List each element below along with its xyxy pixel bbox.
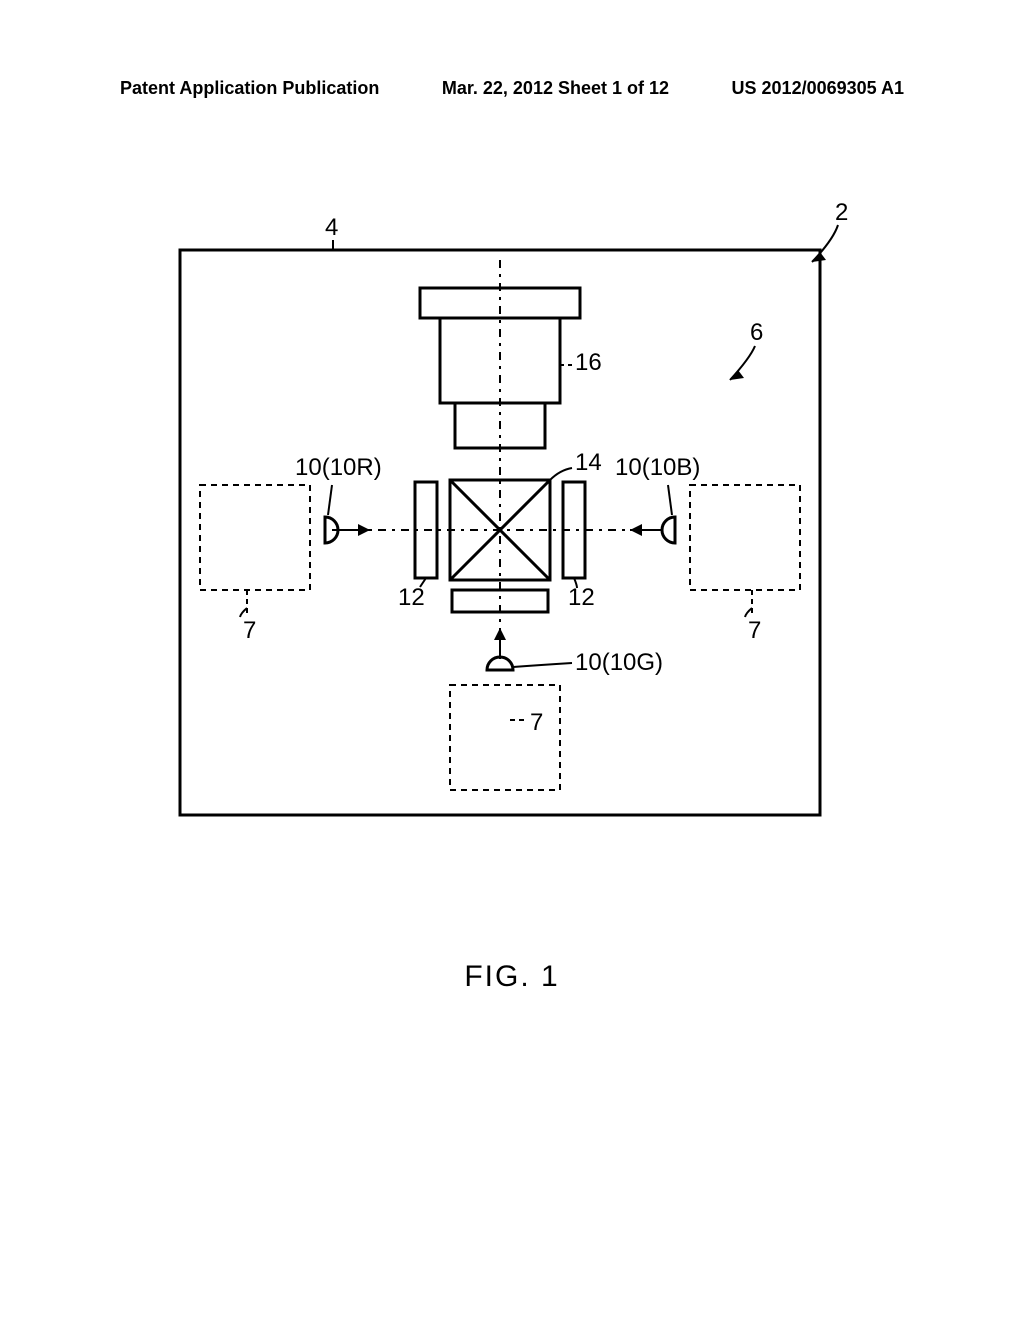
leader-6-arrowhead [730, 370, 744, 380]
leader-10G [513, 663, 572, 667]
arrow-right-head [630, 524, 642, 536]
dashed-box-bottom [450, 685, 560, 790]
ref-6: 6 [750, 319, 763, 346]
dashed-box-left [200, 485, 310, 590]
arrow-bottom-head [494, 628, 506, 640]
leader-7-left-hook [240, 608, 247, 617]
figure-caption: FIG. 1 [464, 960, 559, 994]
dashed-box-right [690, 485, 800, 590]
leader-2-curve [812, 225, 838, 262]
ref-10R: 10(10R) [295, 454, 382, 481]
ref-7B: 7 [530, 709, 543, 736]
ref-10B: 10(10B) [615, 454, 700, 481]
ref-10G: 10(10G) [575, 649, 663, 676]
ref-7L: 7 [243, 617, 256, 644]
leader-10B [668, 485, 672, 515]
leader-2-arrowhead [812, 252, 826, 262]
leader-14 [550, 468, 572, 480]
arrow-left-head [358, 524, 370, 536]
ref-2: 2 [835, 199, 848, 226]
light-source-right [662, 517, 675, 543]
ref-7R: 7 [748, 617, 761, 644]
header-doc-number: US 2012/0069305 A1 [732, 78, 904, 99]
ref-14: 14 [575, 449, 602, 476]
figure-diagram: 2 4 6 16 14 10(10R) 10(10B) 10(10G) 12 1… [140, 190, 860, 880]
ref-16: 16 [575, 349, 602, 376]
leader-10R [328, 485, 332, 515]
ref-12L: 12 [398, 584, 425, 611]
header-publication-type: Patent Application Publication [120, 78, 379, 99]
ref-4: 4 [325, 214, 338, 241]
leader-6-curve [730, 346, 755, 380]
diagram-svg: 2 4 6 16 14 10(10R) 10(10B) 10(10G) 12 1… [140, 190, 860, 880]
header-date-sheet: Mar. 22, 2012 Sheet 1 of 12 [442, 78, 669, 99]
leader-7-right-hook [745, 608, 752, 617]
page-header: Patent Application Publication Mar. 22, … [0, 78, 1024, 99]
ref-12R: 12 [568, 584, 595, 611]
